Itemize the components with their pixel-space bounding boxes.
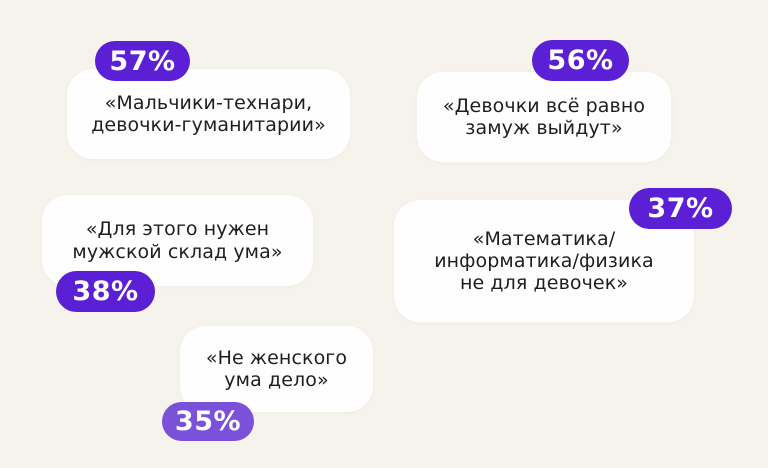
percent-badge-38: 38% xyxy=(56,271,155,312)
quote-text: «Девочки всё равно замуж выйдут» xyxy=(442,94,646,139)
quote-text: «Математика/ информатика/физика не для д… xyxy=(434,227,654,295)
percent-badge-37: 37% xyxy=(629,188,732,229)
quote-card-girls-will-marry: «Девочки всё равно замуж выйдут» xyxy=(417,72,671,162)
quote-text: «Мальчики-технари, девочки-гуманитарии» xyxy=(91,91,326,136)
quote-card-not-womans-business: «Не женского ума дело» xyxy=(180,326,373,412)
percent-badge-35: 35% xyxy=(162,402,254,441)
quote-card-stem-not-for-girls: «Математика/ информатика/физика не для д… xyxy=(394,200,694,322)
percent-badge-56: 56% xyxy=(532,40,629,81)
quote-text: «Для этого нужен мужской склад ума» xyxy=(72,218,283,263)
quote-card-boys-tech-girls-humanities: «Мальчики-технари, девочки-гуманитарии» xyxy=(67,69,350,159)
quote-card-male-mindset: «Для этого нужен мужской склад ума» xyxy=(42,195,313,286)
percent-badge-57: 57% xyxy=(95,41,190,81)
quote-text: «Не женского ума дело» xyxy=(205,346,348,391)
